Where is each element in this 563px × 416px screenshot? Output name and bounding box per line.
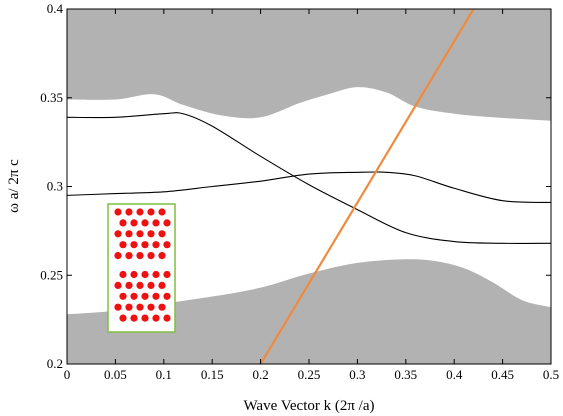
lattice-hole	[136, 230, 144, 238]
lattice-hole	[130, 292, 138, 300]
lattice-hole	[130, 270, 138, 279]
x-tick-label: 0.25	[298, 367, 321, 382]
x-tick-label: 0.05	[104, 367, 127, 382]
lattice-hole	[141, 219, 149, 227]
lattice-hole	[147, 281, 155, 289]
lattice-hole	[119, 314, 127, 322]
lattice-hole	[136, 252, 144, 260]
lattice-hole	[163, 270, 171, 279]
lattice-hole	[147, 303, 155, 311]
lattice-hole	[163, 219, 171, 227]
axis-ticks: 0 0.05 0.1 0.15 0.2 0.25 0.3 0.35 0.4 0.45 0.5 0.2 0…	[40, 1, 559, 382]
lattice-hole	[163, 241, 171, 249]
x-tick-label: 0.5	[543, 367, 559, 382]
lattice-hole	[152, 270, 160, 279]
band-line-2	[67, 171, 551, 204]
x-tick-label: 0	[64, 367, 71, 382]
x-tick-label: 0.45	[491, 367, 514, 382]
lattice-hole	[130, 219, 138, 227]
lattice-hole	[141, 292, 149, 300]
lattice-hole	[114, 230, 122, 238]
lattice-hole	[114, 208, 122, 216]
y-tick-label: 0.25	[40, 267, 63, 282]
lattice-hole	[136, 281, 144, 289]
series-lines	[67, 9, 551, 364]
lattice-hole	[152, 241, 160, 249]
lattice-hole	[152, 314, 160, 322]
y-tick-label: 0.35	[40, 90, 63, 105]
x-tick-label: 0.4	[446, 367, 463, 382]
lattice-hole	[130, 314, 138, 322]
band-line-1	[67, 112, 551, 244]
lattice-hole	[125, 230, 133, 238]
lattice-hole	[119, 292, 127, 300]
lattice-hole	[141, 270, 149, 279]
lattice-hole	[114, 303, 122, 311]
x-tick-label: 0.15	[201, 367, 224, 382]
lattice-hole	[125, 252, 133, 260]
lattice-hole	[163, 314, 171, 322]
lattice-hole	[119, 270, 127, 279]
lattice-hole	[125, 303, 133, 311]
y-tick-label: 0.3	[47, 179, 63, 194]
x-tick-label: 0.35	[394, 367, 417, 382]
x-tick-label: 0.3	[349, 367, 365, 382]
lattice-hole	[158, 281, 166, 289]
y-tick-label: 0.2	[47, 356, 63, 371]
lattice-hole	[147, 252, 155, 260]
lattice-hole	[158, 252, 166, 260]
lattice-hole	[114, 252, 122, 260]
inset-frame	[107, 203, 176, 333]
x-tick-label: 0.2	[252, 367, 268, 382]
x-tick-label: 0.1	[156, 367, 172, 382]
lattice-hole	[119, 219, 127, 227]
lower-shaded-region	[67, 259, 551, 364]
light-line	[259, 9, 475, 364]
lattice-hole	[125, 281, 133, 289]
lattice-hole	[147, 230, 155, 238]
lattice-hole	[141, 314, 149, 322]
lattice-hole	[141, 241, 149, 249]
lattice-hole	[158, 230, 166, 238]
lattice-inset	[107, 203, 176, 333]
lattice-hole	[158, 208, 166, 216]
lattice-hole	[163, 292, 171, 300]
y-tick-label: 0.4	[47, 1, 64, 16]
upper-shaded-region	[67, 9, 551, 121]
lattice-hole	[158, 303, 166, 311]
y-axis-label: ω a/ 2π c	[6, 159, 22, 213]
lattice-hole	[147, 208, 155, 216]
lattice-hole	[152, 219, 160, 227]
lattice-hole	[114, 281, 122, 289]
lattice-hole	[136, 303, 144, 311]
lattice-hole	[136, 208, 144, 216]
lattice-hole	[130, 241, 138, 249]
lattice-hole	[152, 292, 160, 300]
x-axis-label: Wave Vector k (2π /a)	[243, 398, 374, 414]
lattice-hole	[119, 241, 127, 249]
lattice-hole	[125, 208, 133, 216]
